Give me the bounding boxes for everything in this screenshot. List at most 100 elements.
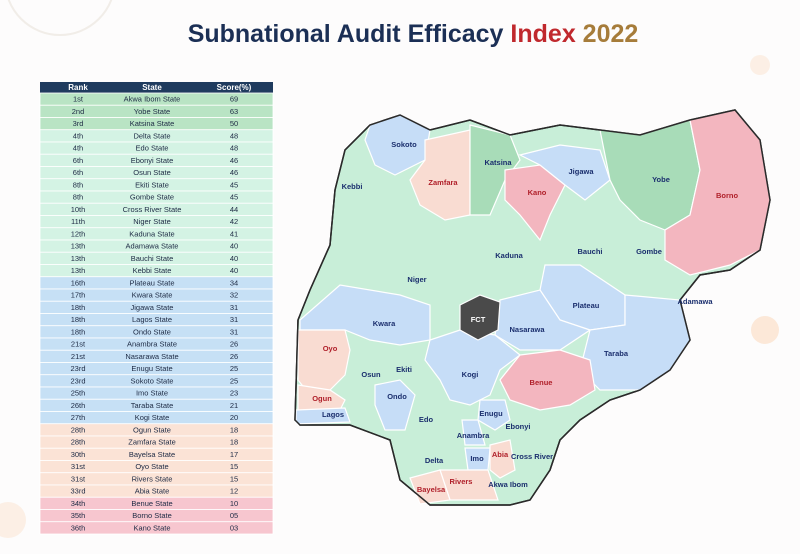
table-cell: 23 [230, 389, 238, 398]
state-label: Plateau [573, 301, 600, 310]
state-label: Adamawa [677, 297, 713, 306]
state-shape [297, 384, 346, 413]
state-label: Jigawa [568, 167, 594, 176]
table-cell: 3rd [73, 119, 84, 128]
table-cell: Kaduna State [129, 229, 174, 238]
table-cell: 25 [230, 376, 238, 385]
table-cell: 18th [71, 315, 86, 324]
table-cell: 48 [230, 131, 238, 140]
table-cell: Adamawa State [126, 242, 179, 251]
state-label: Kebbi [342, 182, 363, 191]
state-label: Niger [407, 275, 426, 284]
table-cell: 34th [71, 499, 86, 508]
state-label: Imo [470, 454, 484, 463]
column-header: Score(%) [217, 83, 252, 92]
table-cell: 25th [71, 389, 86, 398]
table-cell: 44 [230, 205, 238, 214]
table-cell: Osun State [133, 168, 171, 177]
table-cell: 21st [71, 352, 86, 361]
table-cell: 31st [71, 474, 86, 483]
state-label: Sokoto [391, 140, 417, 149]
title-index: Index [510, 20, 575, 48]
table-cell: 23rd [70, 376, 85, 385]
table-cell: 17 [230, 450, 238, 459]
table-cell: Kwara State [132, 291, 173, 300]
decor-dot [750, 55, 770, 75]
state-label: Kano [528, 188, 547, 197]
table-cell: 11th [71, 217, 85, 226]
state-label: Edo [419, 415, 434, 424]
table-cell: 23rd [70, 364, 85, 373]
table-cell: 18th [71, 303, 86, 312]
table-cell: Nasarawa State [125, 352, 178, 361]
table-cell: 40 [230, 242, 238, 251]
state-label: Rivers [450, 477, 473, 486]
state-label: Ondo [387, 392, 407, 401]
table-cell: Kebbi State [133, 266, 172, 275]
table-cell: 35th [71, 511, 86, 520]
state-label: Yobe [652, 175, 670, 184]
table-cell: Anambra State [127, 340, 177, 349]
table-cell: 28th [71, 438, 86, 447]
table-cell: 1st [73, 95, 84, 104]
country-border [294, 109, 771, 506]
table-cell: 18 [230, 438, 238, 447]
table-cell: 12th [71, 229, 86, 238]
state-label: Lagos [322, 410, 344, 419]
state-label: Benue [530, 378, 553, 387]
state-label: Zamfara [428, 178, 458, 187]
table-cell: 50 [230, 119, 238, 128]
table-cell: 27th [71, 413, 86, 422]
table-cell: 4th [73, 144, 83, 153]
table-cell: 48 [230, 144, 238, 153]
table-cell: Edo State [136, 144, 169, 153]
table-cell: Oyo State [135, 462, 168, 471]
table-cell: 42 [230, 217, 238, 226]
title: Subnational Audit Efficacy Index 2022 [188, 20, 639, 48]
table-cell: Cross River State [123, 205, 182, 214]
table-cell: Rivers State [132, 474, 173, 483]
table-cell: 32 [230, 291, 238, 300]
table-cell: Gombe State [130, 193, 174, 202]
state-shape [459, 294, 501, 341]
table-cell: 40 [230, 254, 238, 263]
decor-circle [7, 0, 113, 36]
state-label: Gombe [636, 247, 662, 256]
table-cell: 21st [71, 340, 86, 349]
table-cell: 45 [230, 193, 238, 202]
table-cell: Akwa Ibom State [124, 95, 181, 104]
state-label: Kwara [373, 319, 396, 328]
table-cell: 4th [73, 131, 83, 140]
state-label: Bayelsa [417, 485, 446, 494]
table-cell: 41 [230, 229, 238, 238]
table-cell: 33rd [70, 487, 85, 496]
title-main: Subnational Audit Efficacy [188, 20, 504, 48]
state-shape [499, 349, 596, 411]
table-cell: Yobe State [134, 107, 170, 116]
table-cell: 6th [73, 168, 83, 177]
table-cell: 8th [73, 180, 83, 189]
map: Sokoto Kebbi Zamfara Katsina Kano Jigawa Yobe B… [294, 109, 771, 506]
table-cell: 63 [230, 107, 238, 116]
state-label: FCT [471, 315, 486, 324]
table-cell: Plateau State [129, 278, 174, 287]
decor-dot [0, 502, 26, 538]
table-cell: Delta State [133, 131, 170, 140]
table-cell: Ebonyi State [131, 156, 174, 165]
table-cell: 46 [230, 168, 238, 177]
title-year: 2022 [583, 20, 639, 48]
table-cell: 31st [71, 462, 86, 471]
table-cell: 20 [230, 413, 238, 422]
table-cell: Borno State [132, 511, 172, 520]
table-cell: 31 [230, 327, 238, 336]
table-cell: 03 [230, 523, 238, 532]
state-label: Taraba [604, 349, 629, 358]
state-label: Nasarawa [509, 325, 545, 334]
table-cell: Niger State [133, 217, 171, 226]
table-cell: 45 [230, 180, 238, 189]
table-row [39, 521, 274, 535]
state-label: Oyo [323, 344, 338, 353]
table-cell: 05 [230, 511, 238, 520]
table-cell: 15 [230, 474, 238, 483]
